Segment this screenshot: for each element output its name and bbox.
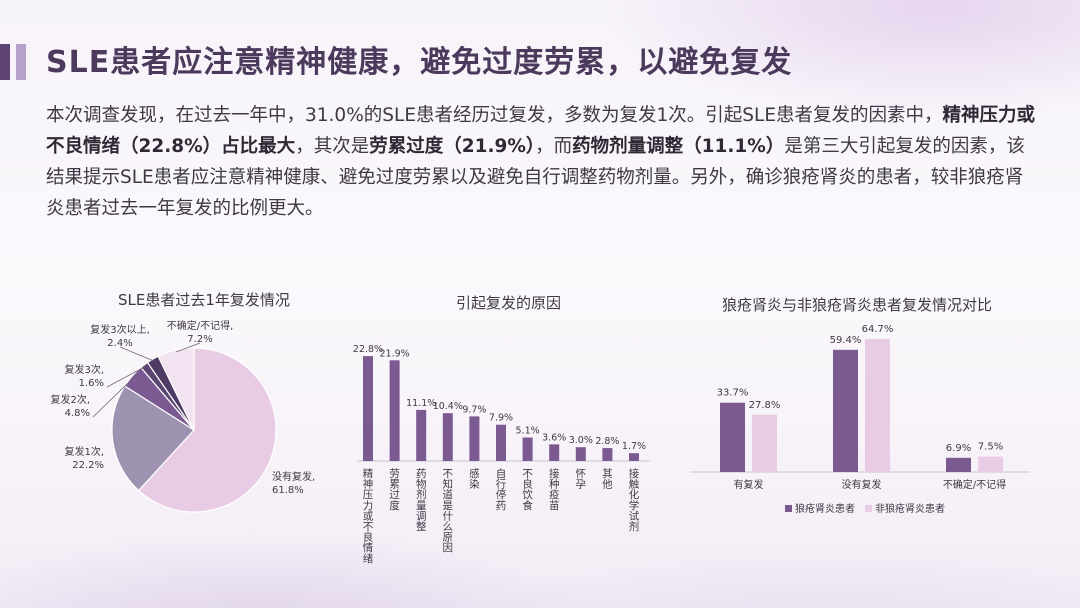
cause-bar [469, 416, 480, 461]
cause-bar [363, 356, 373, 461]
pie-leader-line [92, 377, 134, 418]
cause-category-label: 怀孕 [576, 468, 587, 491]
cause-category-label: 不知道是什么原因 [443, 468, 454, 554]
pie-slice [157, 347, 195, 431]
compare-bar-value: 59.4% [830, 335, 862, 346]
cause-bar-value: 9.7% [462, 404, 486, 415]
cause-bar-value: 11.1% [406, 398, 436, 409]
compare-bar-value: 6.9% [946, 443, 971, 454]
cause-category-label: 其他 [602, 468, 613, 491]
cause-bar [442, 413, 453, 461]
compare-bar [720, 402, 745, 472]
pie-label-name: 不确定/不记得, [167, 319, 234, 332]
pie-label-value: 61.8% [272, 485, 304, 496]
cause-category-label: 劳累过度 [389, 467, 400, 512]
compare-bar-value: 27.8% [749, 400, 781, 411]
compare-category-label: 有复发 [734, 478, 764, 491]
pie-label-name: 没有复发, [272, 470, 315, 483]
compare-bar [978, 456, 1003, 472]
cause-bar-value: 3.0% [569, 435, 593, 446]
pie-label-value: 7.2% [187, 334, 212, 345]
pie-chart-title: SLE患者过去1年复发情况 [118, 291, 290, 309]
cause-category-label: 不良饮食 [522, 468, 533, 512]
pie-slice [137, 347, 277, 513]
cause-category-label: 自行停药 [496, 467, 507, 512]
cause-bar-value: 7.9% [489, 413, 513, 424]
cause-category-label: 感染 [469, 467, 480, 491]
pie-label-name: 复发2次, [50, 393, 90, 406]
cause-bar-value: 3.6% [542, 432, 566, 443]
cause-bar-value: 1.7% [622, 441, 646, 452]
compare-bar-value: 7.5% [978, 442, 1003, 453]
cause-bar [416, 409, 427, 461]
cause-category-label: 接种疫苗 [549, 467, 560, 512]
compare-bar [865, 338, 890, 472]
legend-label: 狼疮肾炎患者 [795, 502, 855, 515]
pie-label-name: 复发3次, [64, 363, 104, 376]
pie-label-name: 复发3次以上, [90, 323, 150, 336]
cause-bar [549, 444, 560, 461]
intro-bold-3: 药物剂量调整（11.1%） [572, 136, 785, 157]
intro-text-2: ，其次是 [295, 136, 370, 157]
intro-bold-1: 精神压力或不良情绪（22.8%）占比最大 [46, 105, 1036, 157]
intro-paragraph: 本次调查发现，在过去一年中，31.0%的SLE患者经历过复发，多数为复发1次。引… [46, 100, 1036, 224]
cause-category-label: 接触化学试剂 [629, 467, 640, 533]
intro-text-1: 本次调查发现，在过去一年中，31.0%的SLE患者经历过复发，多数为复发1次。引… [46, 105, 943, 126]
intro-bold-2: 劳累过度（21.9%） [369, 136, 536, 157]
compare-category-label: 不确定/不记得 [943, 478, 1006, 491]
legend-swatch [785, 505, 792, 512]
pie-leader-line [175, 342, 201, 353]
legend-swatch [865, 505, 872, 512]
compare-bar-value: 64.7% [862, 324, 894, 335]
cause-bar [602, 448, 613, 461]
compare-bar-value: 33.7% [717, 388, 749, 399]
cause-bar [575, 447, 586, 461]
compare-category-label: 没有复发 [842, 478, 882, 491]
intro-text-4: 是第三大引起复发的因素，该结果提示SLE患者应注意精神健康、避免过度劳累以及避免… [46, 136, 1025, 219]
cause-bar-value: 2.8% [595, 436, 619, 447]
cause-bar [389, 360, 400, 461]
title-mark-light [16, 44, 26, 80]
cause-bar-chart: 22.8% 精神压力或不良情绪 21.9% 劳累过度 11.1% 药物剂量调整 10.4% 不… [353, 344, 650, 565]
pie-slice [111, 385, 195, 492]
pie-label-value: 1.6% [79, 378, 104, 389]
cause-category-label: 药物剂量调整 [416, 468, 427, 533]
compare-bar-chart: 33.7%27.8% 有复发 59.4%64.7% 没有复发 6.9% 7.5% 不确定/不… [690, 324, 1030, 515]
cause-category-label: 精神压力或不良情绪 [363, 467, 374, 565]
compare-bar [752, 414, 777, 472]
cause-bar [496, 424, 506, 461]
pie-label-value: 22.2% [72, 460, 104, 471]
pie-leader-line [119, 346, 154, 362]
cause-bar-value: 21.9% [380, 348, 410, 359]
compare-bar [833, 349, 858, 472]
pie-label-name: 复发1次, [64, 445, 104, 458]
intro-text-3: ，而 [535, 136, 573, 157]
legend-label: 非狼疮肾炎患者 [875, 502, 945, 515]
pie-chart: 没有复发, 61.8% 复发1次, 22.2% 复发2次, 4.8% 复发3次, 1.6% 复发… [50, 319, 315, 513]
title-mark-dark [0, 44, 10, 80]
cause-bar-value: 5.1% [516, 426, 540, 437]
cause-chart-title: 引起复发的原因 [456, 294, 562, 312]
pie-leader-line [106, 366, 146, 388]
cause-bar-value: 22.8% [353, 344, 383, 355]
cause-bar-value: 10.4% [433, 401, 463, 412]
cause-bar [629, 453, 639, 461]
pie-label-value: 2.4% [107, 338, 132, 349]
page-title: SLE患者应注意精神健康，避免过度劳累，以避免复发 [46, 45, 793, 80]
pie-label-value: 4.8% [65, 408, 90, 419]
compare-bar [946, 457, 971, 472]
cause-bar [522, 437, 533, 461]
compare-chart-title: 狼疮肾炎与非狼疮肾炎患者复发情况对比 [722, 296, 993, 314]
